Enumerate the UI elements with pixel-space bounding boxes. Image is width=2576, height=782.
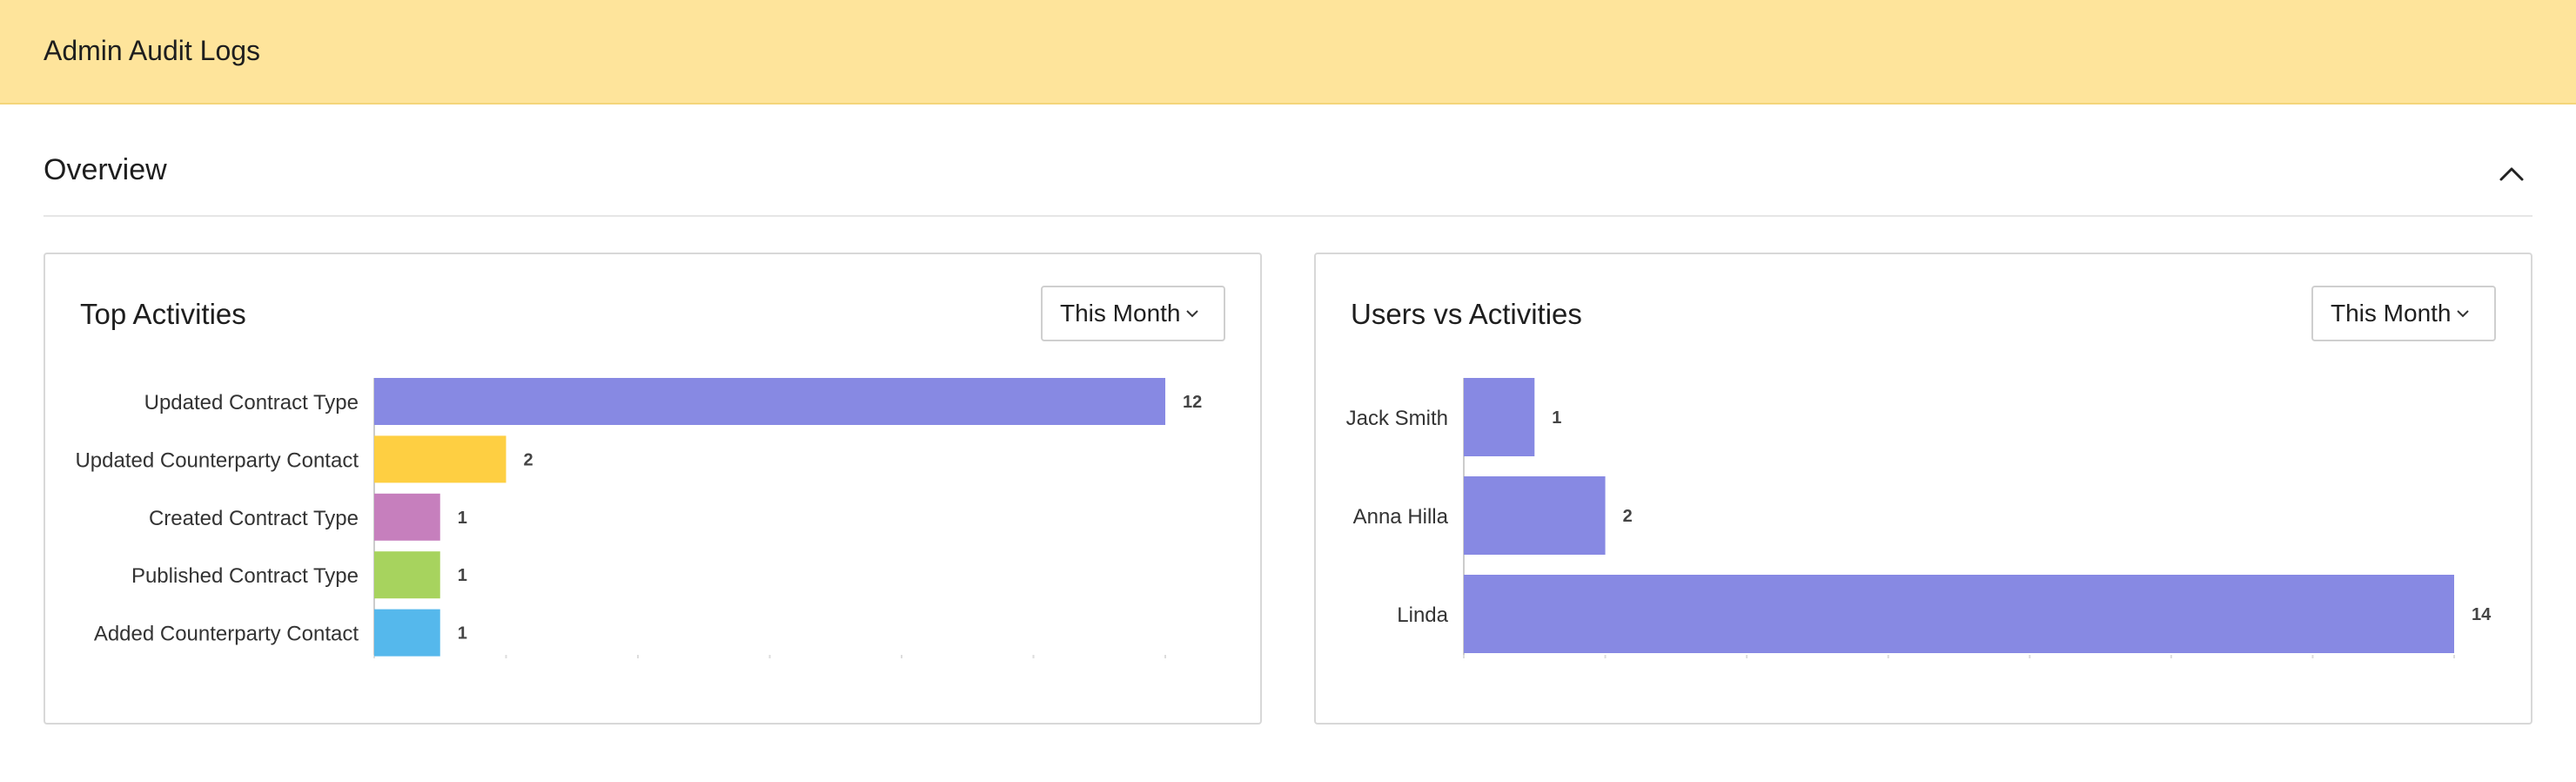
bar: [374, 378, 1165, 425]
bar: [374, 551, 440, 599]
top-activities-period-dropdown[interactable]: This Month: [1041, 286, 1225, 341]
users-vs-activities-card: Users vs Activities This Month Jack Smit…: [1314, 253, 2532, 725]
chevron-down-icon: [2456, 310, 2469, 318]
bar: [1464, 575, 2454, 653]
bar: [1464, 476, 1606, 555]
category-label: Created Contract Type: [149, 507, 359, 530]
category-label: Jack Smith: [1346, 407, 1448, 430]
category-label: Published Contract Type: [131, 564, 359, 588]
category-label: Anna Hilla: [1353, 505, 1449, 529]
data-label: 1: [458, 566, 467, 585]
category-label: Updated Contract Type: [144, 391, 359, 415]
data-label: 1: [458, 624, 467, 644]
data-label: 14: [2472, 605, 2492, 624]
bar: [1464, 378, 1535, 456]
page-title: Admin Audit Logs: [44, 35, 261, 66]
category-label: Updated Counterparty Contact: [75, 448, 359, 472]
overview-heading: Overview: [44, 153, 167, 186]
period-label: This Month: [2331, 300, 2452, 327]
data-label: 12: [1183, 393, 1202, 412]
bar: [374, 435, 506, 483]
chevron-down-icon: [1185, 310, 1198, 318]
section-divider: [44, 215, 2532, 217]
top-activities-title: Top Activities: [80, 298, 246, 330]
period-label: This Month: [1060, 300, 1181, 327]
data-label: 2: [524, 450, 533, 469]
page-header: Admin Audit Logs: [0, 0, 2576, 104]
chevron-up-icon[interactable]: [2494, 157, 2529, 192]
data-label: 2: [1623, 507, 1633, 526]
data-label: 1: [458, 509, 467, 528]
users-vs-activities-title: Users vs Activities: [1351, 298, 1582, 330]
users-vs-activities-period-dropdown[interactable]: This Month: [2311, 286, 2496, 341]
bar: [374, 609, 440, 657]
category-label: Linda: [1397, 603, 1448, 627]
bar: [374, 493, 440, 541]
users-vs-activities-chart: Jack Smith 1 Anna Hilla 2 Linda 14: [1346, 378, 2492, 658]
category-label: Added Counterparty Contact: [94, 623, 359, 646]
top-activities-card: Top Activities This Month Updated Contra…: [44, 253, 1262, 725]
data-label: 1: [1552, 408, 1561, 428]
